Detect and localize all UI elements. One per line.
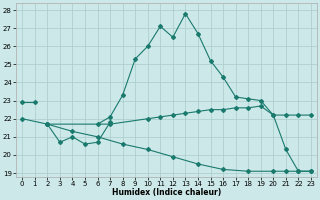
X-axis label: Humidex (Indice chaleur): Humidex (Indice chaleur) (112, 188, 221, 197)
